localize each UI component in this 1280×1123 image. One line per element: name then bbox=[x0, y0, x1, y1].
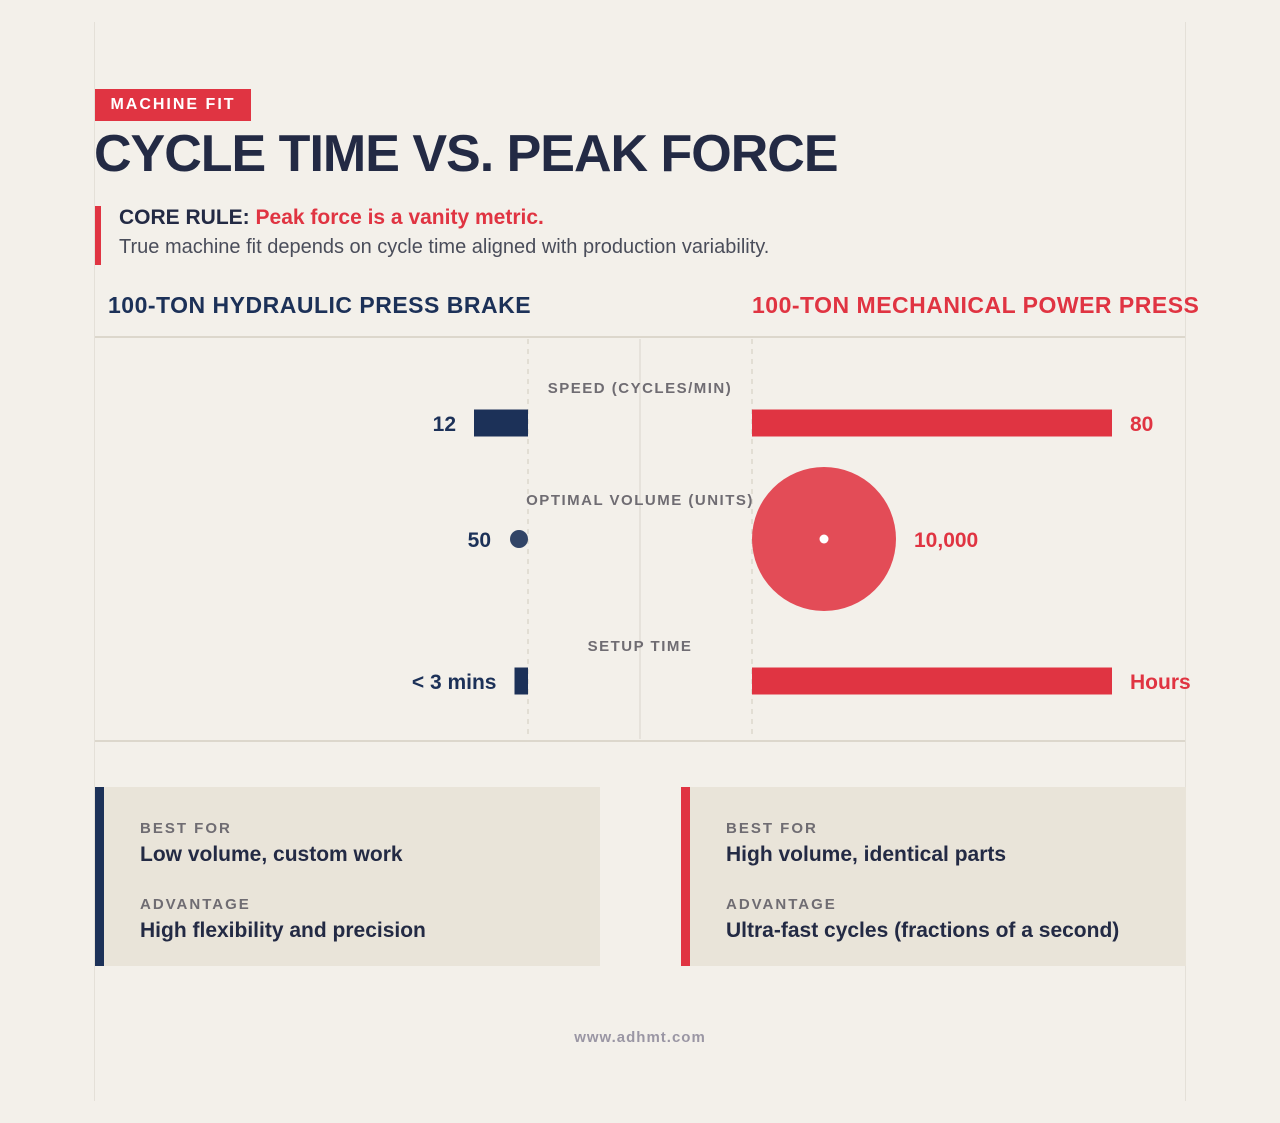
best-for-value: Low volume, custom work bbox=[140, 843, 403, 866]
mechanical-bar bbox=[752, 409, 1112, 437]
core-rule-body: True machine fit depends on cycle time a… bbox=[119, 236, 770, 258]
mechanical-bar bbox=[752, 667, 1112, 695]
mechanical-value-label: 80 bbox=[1130, 413, 1153, 436]
best-for-value: High volume, identical parts bbox=[726, 843, 1007, 866]
core-rule-heading: CORE RULE: Peak force is a vanity metric… bbox=[119, 206, 544, 230]
core-rule-prefix: CORE RULE: bbox=[119, 206, 250, 229]
metric-label: OPTIMAL VOLUME (UNITS) bbox=[526, 492, 754, 509]
metric-label: SETUP TIME bbox=[588, 638, 693, 655]
section-tag: MACHINE FIT bbox=[95, 89, 251, 121]
hydraulic-bar bbox=[514, 667, 528, 695]
core-rule-accent-bar bbox=[95, 206, 101, 265]
hydraulic-bar bbox=[474, 409, 528, 437]
right-guide-line bbox=[1185, 22, 1186, 1101]
core-rule-emphasis: Peak force is a vanity metric. bbox=[255, 206, 544, 229]
hydraulic-value-label: 12 bbox=[433, 413, 456, 436]
best-for-label: BEST FOR bbox=[140, 820, 232, 837]
metric-label: SPEED (CYCLES/MIN) bbox=[548, 380, 733, 397]
hydraulic-summary-card: BEST FOR Low volume, custom work ADVANTA… bbox=[95, 787, 600, 966]
mechanical-summary-card: BEST FOR High volume, identical parts AD… bbox=[681, 787, 1186, 966]
best-for-label: BEST FOR bbox=[726, 820, 818, 837]
mechanical-value-label: Hours bbox=[1130, 671, 1191, 694]
left-guide-line bbox=[94, 22, 95, 1101]
hydraulic-value-label: 50 bbox=[468, 529, 491, 552]
footer-url[interactable]: www.adhmt.com bbox=[574, 1029, 706, 1046]
bubble-center-dot bbox=[819, 534, 829, 544]
hydraulic-bubble bbox=[510, 530, 528, 548]
advantage-label: ADVANTAGE bbox=[726, 896, 837, 913]
mechanical-column-heading: 100-TON MECHANICAL POWER PRESS bbox=[752, 292, 1200, 318]
mechanical-value-label: 10,000 bbox=[914, 529, 978, 552]
hydraulic-value-label: < 3 mins bbox=[412, 671, 497, 694]
hydraulic-column-heading: 100-TON HYDRAULIC PRESS BRAKE bbox=[108, 292, 532, 318]
page-title: CYCLE TIME VS. PEAK FORCE bbox=[94, 125, 839, 183]
advantage-label: ADVANTAGE bbox=[140, 896, 251, 913]
advantage-value: High flexibility and precision bbox=[140, 919, 426, 942]
advantage-value: Ultra-fast cycles (fractions of a second… bbox=[726, 919, 1120, 942]
